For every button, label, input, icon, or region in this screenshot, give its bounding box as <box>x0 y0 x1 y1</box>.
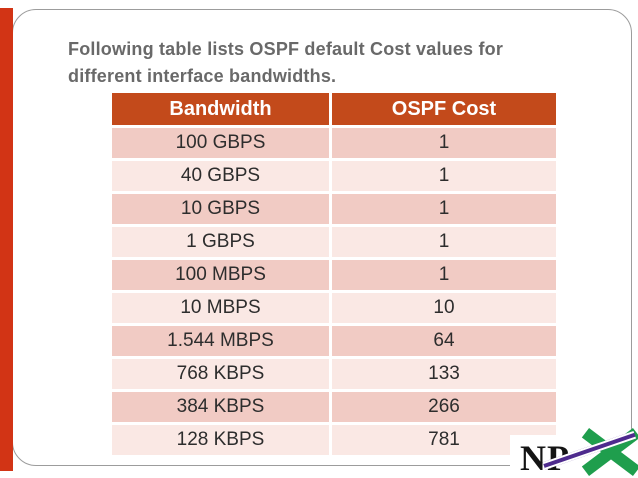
bandwidth-cell: 768 KBPS <box>112 359 329 389</box>
cost-cell: 1 <box>332 194 556 224</box>
bandwidth-cell: 384 KBPS <box>112 392 329 422</box>
bandwidth-cell: 100 GBPS <box>112 128 329 158</box>
ospf-cost-table: Bandwidth OSPF Cost 100 GBPS 1 40 GBPS 1 10 … <box>112 93 556 455</box>
column-header-bandwidth: Bandwidth <box>112 93 329 125</box>
cost-cell: 10 <box>332 293 556 323</box>
bandwidth-cell: 1.544 MBPS <box>112 326 329 356</box>
bandwidth-cell: 10 MBPS <box>112 293 329 323</box>
title-line-1: Following table lists OSPF default Cost … <box>68 39 504 59</box>
npx-logo: NP <box>510 427 638 478</box>
left-accent-bar <box>0 8 13 471</box>
slide-title: Following table lists OSPF default Cost … <box>68 36 568 90</box>
bandwidth-cell: 10 GBPS <box>112 194 329 224</box>
title-line-2: different interface bandwidths. <box>68 66 337 86</box>
cost-cell: 1 <box>332 128 556 158</box>
bandwidth-cell: 100 MBPS <box>112 260 329 290</box>
cost-cell: 64 <box>332 326 556 356</box>
column-header-ospf-cost: OSPF Cost <box>332 93 556 125</box>
cost-cell: 266 <box>332 392 556 422</box>
bandwidth-cell: 40 GBPS <box>112 161 329 191</box>
cost-cell: 1 <box>332 227 556 257</box>
bandwidth-cell: 1 GBPS <box>112 227 329 257</box>
cost-cell: 1 <box>332 260 556 290</box>
cost-cell: 1 <box>332 161 556 191</box>
bandwidth-cell: 128 KBPS <box>112 425 329 455</box>
cost-cell: 133 <box>332 359 556 389</box>
